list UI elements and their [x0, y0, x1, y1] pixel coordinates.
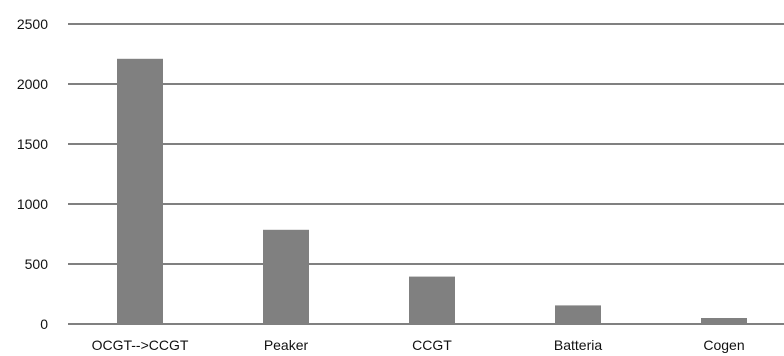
bar — [409, 276, 455, 324]
y-axis-tick-labels: 0 500 1000 1500 2000 2500 — [17, 16, 48, 332]
y-tick-label: 2500 — [17, 16, 48, 32]
bar — [263, 229, 309, 324]
bar — [701, 318, 747, 324]
y-tick-label: 0 — [40, 316, 48, 332]
bar — [117, 58, 163, 325]
x-tick-label: Peaker — [264, 337, 309, 353]
x-axis-tick-labels: OCGT-->CCGT Peaker CCGT Batteria Cogen — [92, 337, 745, 353]
y-tick-label: 1500 — [17, 136, 48, 152]
x-tick-label: CCGT — [412, 337, 452, 353]
y-tick-label: 500 — [25, 256, 49, 272]
x-tick-label: OCGT-->CCGT — [92, 337, 189, 353]
gridlines — [68, 23, 784, 325]
y-tick-label: 2000 — [17, 76, 48, 92]
bars — [117, 58, 747, 325]
bar — [555, 305, 601, 324]
x-tick-label: Batteria — [554, 337, 602, 353]
y-tick-label: 1000 — [17, 196, 48, 212]
x-tick-label: Cogen — [703, 337, 744, 353]
